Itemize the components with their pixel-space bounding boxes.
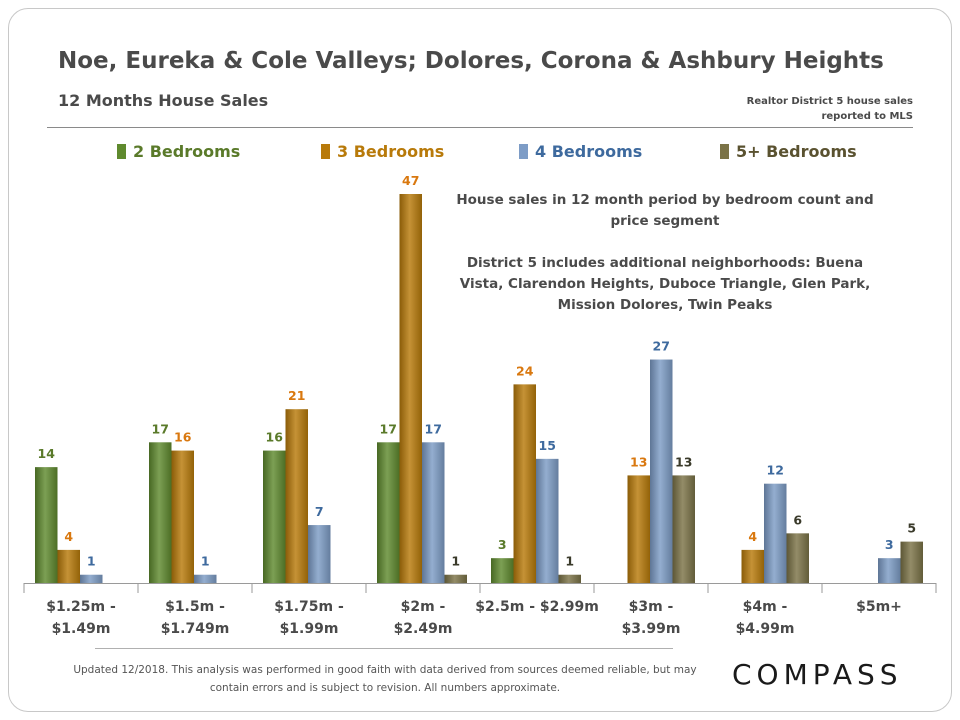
x-tick-label-6-1: $4.99m [736,621,795,637]
legend-label-2br: 2 Bedrooms [133,142,241,161]
x-tick-label-3-0: $2m - [401,599,446,615]
x-tick-label-6-0: $4m - [743,599,788,615]
annotation-line2: District 5 includes additional neighborh… [459,255,871,313]
x-tick-label-0-0: $1.25m - [46,599,116,615]
value-label-4br-3: 17 [425,421,442,436]
bar-2br-0 [35,467,58,583]
bar-3br-5 [627,475,650,583]
value-label-3br-2: 21 [288,388,305,403]
value-label-4br-2: 7 [315,504,324,519]
x-tick-label-3-1: $2.49m [394,621,453,637]
bar-4br-0 [80,574,103,583]
value-label-5br-3: 1 [451,554,460,569]
value-label-4br-5: 27 [653,339,670,354]
source-note: Realtor District 5 house sales reported … [723,94,913,124]
legend-swatch-4br [519,144,528,159]
annotation-line1: House sales in 12 month period by bedroo… [456,192,874,229]
value-label-4br-1: 1 [201,554,210,569]
header-divider [47,127,913,128]
x-tick-label-0-1: $1.49m [52,621,111,637]
bar-4br-2 [308,525,331,583]
bar-2br-3 [377,442,400,583]
x-tick-label-1-1: $1.749m [161,621,230,637]
value-label-5br-5: 13 [675,454,692,469]
value-label-2br-1: 17 [152,421,169,436]
bar-5br-6 [786,533,809,583]
legend-label-3br: 3 Bedrooms [337,142,445,161]
bar-3br-4 [513,384,536,583]
bar-2br-1 [149,442,172,583]
source-note-line1: Realtor District 5 house sales [746,96,913,107]
value-label-5br-7: 5 [907,521,916,536]
bar-5br-3 [444,574,467,583]
value-label-3br-6: 4 [748,529,757,544]
x-tick-label-4-0: $2.5m - $2.99m [475,599,599,615]
chart-subtitle: 12 Months House Sales [58,91,269,110]
bar-5br-4 [558,574,581,583]
bar-4br-5 [650,359,673,583]
bar-4br-6 [764,483,787,583]
value-label-3br-4: 24 [516,363,534,378]
value-label-2br-0: 14 [38,446,56,461]
legend-item-3br: 3 Bedrooms [321,142,444,161]
legend-label-5br: 5+ Bedrooms [736,142,857,161]
bar-3br-1 [171,450,194,583]
bar-4br-7 [878,558,901,583]
x-tick-label-2-1: $1.99m [280,621,339,637]
legend-item-4br: 4 Bedrooms [519,142,642,161]
legend-swatch-5br [720,144,729,159]
value-label-3br-3: 47 [402,173,419,188]
slide-frame [8,8,952,712]
footnote: Updated 12/2018. This analysis was perfo… [73,664,697,694]
value-label-5br-6: 6 [793,512,802,527]
bar-3br-6 [741,549,764,583]
value-label-2br-4: 3 [498,537,507,552]
bar-2br-4 [491,558,514,583]
value-label-3br-5: 13 [630,454,647,469]
value-label-4br-0: 1 [87,554,96,569]
bar-3br-0 [57,549,80,583]
legend-item-2br: 2 Bedrooms [117,142,240,161]
x-tick-label-1-0: $1.5m - [165,599,225,615]
legend-swatch-2br [117,144,126,159]
value-label-4br-6: 12 [767,463,784,478]
source-note-line2: reported to MLS [821,111,913,122]
chart-title: Noe, Eureka & Cole Valleys; Dolores, Cor… [58,48,884,74]
bar-4br-4 [536,458,559,583]
value-label-5br-4: 1 [565,554,574,569]
value-label-4br-7: 3 [885,537,894,552]
legend-item-5br: 5+ Bedrooms [720,142,857,161]
legend: 2 Bedrooms 3 Bedrooms 4 Bedrooms 5+ Bedr… [0,142,960,166]
bar-3br-3 [399,194,422,583]
bar-4br-1 [194,574,217,583]
bar-5br-5 [672,475,695,583]
legend-swatch-3br [321,144,330,159]
legend-label-4br: 4 Bedrooms [535,142,643,161]
value-label-3br-1: 16 [174,430,192,445]
value-label-4br-4: 15 [539,438,556,453]
bar-5br-7 [900,541,923,583]
bar-4br-3 [422,442,445,583]
x-tick-label-7-0: $5m+ [856,599,902,615]
x-tick-label-5-0: $3m - [629,599,674,615]
bar-3br-2 [285,409,308,583]
x-tick-label-5-1: $3.99m [622,621,681,637]
value-label-3br-0: 4 [64,529,73,544]
compass-logo: COMPASS [732,658,903,691]
x-tick-label-2-0: $1.75m - [274,599,344,615]
value-label-2br-3: 17 [380,421,397,436]
chart-annotation: House sales in 12 month period by bedroo… [455,190,875,337]
value-label-2br-2: 16 [266,430,284,445]
footer-divider [95,648,673,649]
bar-2br-2 [263,450,286,583]
